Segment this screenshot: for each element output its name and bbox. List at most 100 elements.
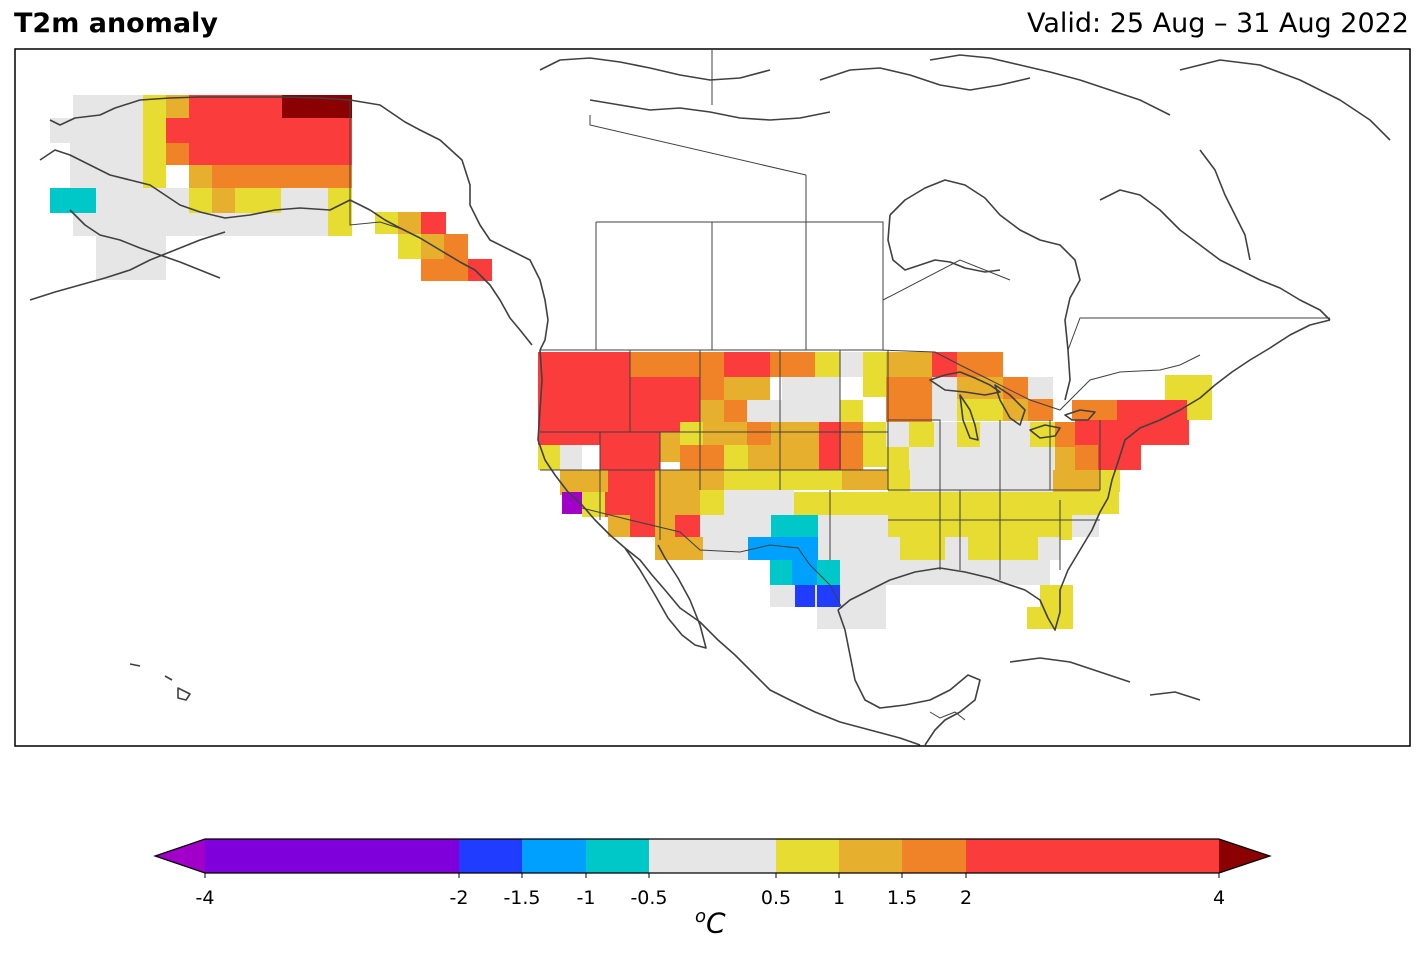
anomaly-cell bbox=[795, 585, 815, 607]
anomaly-cell bbox=[1028, 399, 1053, 421]
map-frame bbox=[14, 48, 1411, 747]
colorbar-under-extension bbox=[155, 839, 205, 873]
colorbar-bin bbox=[205, 839, 459, 873]
anomaly-cell bbox=[792, 560, 817, 585]
anomaly-cell bbox=[630, 352, 700, 377]
anomaly-cell bbox=[328, 188, 352, 236]
colorbar-bin bbox=[839, 839, 902, 873]
anomaly-cell bbox=[886, 377, 932, 422]
colorbar-tick-label: 0.5 bbox=[761, 887, 791, 909]
anomaly-cell bbox=[886, 422, 909, 447]
anomaly-cell bbox=[468, 259, 492, 281]
anomaly-cell bbox=[421, 259, 444, 281]
anomaly-cell bbox=[724, 490, 794, 515]
anomaly-cell bbox=[605, 492, 630, 517]
anomaly-cell bbox=[1007, 447, 1055, 470]
anomaly-cell bbox=[1099, 492, 1119, 514]
colorbar-bin bbox=[522, 839, 586, 873]
anomaly-cell bbox=[630, 515, 655, 537]
colorbar-bin bbox=[586, 839, 649, 873]
anomaly-cell bbox=[700, 515, 723, 537]
anomaly-cell bbox=[748, 537, 773, 560]
anomaly-cell bbox=[421, 212, 446, 234]
anomaly-cell bbox=[957, 352, 1003, 377]
colorbar-over-extension bbox=[1219, 839, 1270, 873]
colorbar-ticks: -4 -2 -1.5 -1 -0.5 0.5 1 1.5 2 4 bbox=[196, 873, 1225, 909]
anomaly-cell bbox=[1040, 585, 1050, 607]
anomaly-cell bbox=[888, 515, 910, 540]
anomaly-cell bbox=[700, 490, 724, 515]
colorbar-tick-label: -1.5 bbox=[503, 887, 540, 909]
anomaly-cell bbox=[212, 188, 235, 213]
anomaly-cell bbox=[1003, 470, 1053, 492]
anomaly-cell bbox=[655, 537, 703, 560]
colorbar-tick-label: -4 bbox=[196, 887, 215, 909]
anomaly-cell bbox=[70, 118, 143, 190]
anomaly-cell bbox=[748, 445, 794, 470]
map-title: T2m anomaly bbox=[14, 8, 218, 39]
anomaly-cell bbox=[910, 492, 1100, 515]
anomaly-cell bbox=[703, 537, 748, 560]
anomaly-cell bbox=[910, 470, 932, 492]
anomaly-cell bbox=[724, 352, 770, 377]
anomaly-cell bbox=[562, 492, 582, 514]
colorbar-tick-label: -0.5 bbox=[630, 887, 667, 909]
anomaly-cell bbox=[675, 515, 700, 537]
anomaly-cell bbox=[863, 422, 886, 467]
anomaly-cell bbox=[1121, 445, 1141, 470]
anomaly-cell bbox=[1072, 515, 1099, 537]
anomaly-cell bbox=[235, 188, 281, 213]
anomaly-cell bbox=[863, 352, 886, 397]
anomaly-cell bbox=[560, 445, 582, 470]
anomaly-cell bbox=[655, 490, 700, 515]
anomaly-cell bbox=[1003, 377, 1028, 399]
anomaly-cell bbox=[886, 352, 932, 377]
anomaly-cell bbox=[840, 515, 888, 540]
anomaly-cell bbox=[1038, 537, 1060, 560]
anomaly-cell bbox=[817, 607, 840, 629]
colorbar-tick-label: -1 bbox=[577, 887, 596, 909]
anomaly-cell bbox=[608, 470, 630, 495]
colorbar-bin bbox=[966, 839, 1219, 873]
anomaly-cell bbox=[660, 432, 680, 462]
anomaly-cell bbox=[932, 470, 955, 492]
colorbar-tick-label: 4 bbox=[1213, 887, 1225, 909]
anomaly-cell bbox=[96, 236, 166, 258]
colorbar-tick-label: -2 bbox=[450, 887, 469, 909]
anomaly-cell bbox=[909, 447, 959, 470]
anomaly-cell bbox=[73, 95, 143, 120]
anomaly-cell bbox=[1000, 560, 1050, 585]
colorbar-tick-label: 2 bbox=[960, 887, 972, 909]
anomaly-cell bbox=[842, 470, 888, 490]
anomaly-cell bbox=[1165, 375, 1187, 400]
anomaly-cell bbox=[700, 352, 724, 402]
anomaly-cell bbox=[817, 585, 840, 607]
anomaly-cell bbox=[444, 259, 468, 281]
anomaly-cell bbox=[840, 607, 886, 629]
anomaly-cell bbox=[724, 400, 747, 422]
anomaly-cell bbox=[608, 515, 630, 537]
anomaly-cell bbox=[680, 445, 724, 470]
anomaly-cell bbox=[560, 470, 582, 495]
anomaly-cell bbox=[957, 399, 1003, 421]
anomaly-cell bbox=[840, 585, 863, 607]
anomaly-cell bbox=[794, 445, 819, 470]
colorbar-outline bbox=[153, 838, 1272, 874]
anomaly-cell bbox=[909, 422, 934, 447]
anomaly-cell bbox=[794, 470, 842, 490]
anomaly-cell bbox=[630, 470, 655, 495]
anomaly-cell bbox=[841, 422, 863, 470]
anomaly-cell bbox=[794, 492, 840, 515]
colorbar-unit: oC bbox=[695, 906, 726, 940]
anomaly-cell bbox=[932, 515, 1072, 540]
anomaly-cell bbox=[166, 143, 189, 165]
anomaly-cell bbox=[770, 585, 795, 607]
anomaly-cell bbox=[773, 537, 818, 560]
colorbar-bin bbox=[649, 839, 776, 873]
anomaly-cell bbox=[932, 377, 957, 399]
anomaly-cell bbox=[934, 422, 957, 447]
anomaly-cell bbox=[886, 447, 909, 470]
anomaly-cell bbox=[770, 560, 792, 585]
anomaly-cell bbox=[655, 515, 675, 537]
anomaly-cell bbox=[166, 213, 328, 236]
